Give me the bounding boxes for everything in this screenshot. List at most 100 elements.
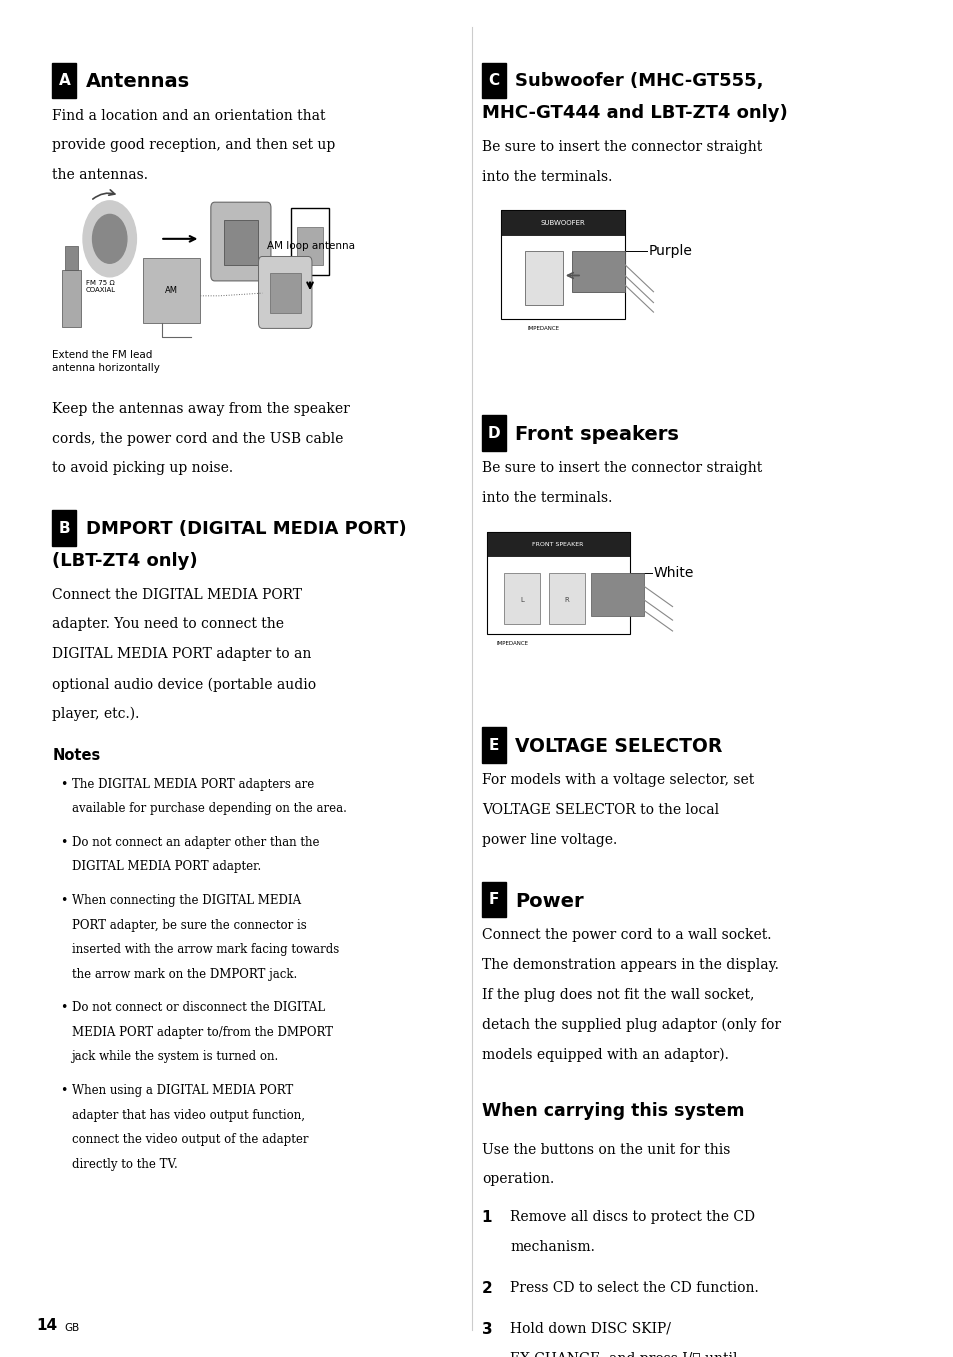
Text: 2: 2 <box>481 1281 492 1296</box>
Bar <box>591 573 643 616</box>
Text: Front speakers: Front speakers <box>515 425 679 444</box>
Bar <box>62 270 81 327</box>
Bar <box>481 727 505 763</box>
Bar <box>500 210 624 235</box>
Text: When using a DIGITAL MEDIA PORT: When using a DIGITAL MEDIA PORT <box>71 1084 293 1098</box>
Bar <box>524 251 562 305</box>
Bar <box>296 227 323 265</box>
Text: provide good reception, and then set up: provide good reception, and then set up <box>52 138 335 152</box>
Text: inserted with the arrow mark facing towards: inserted with the arrow mark facing towa… <box>71 943 338 957</box>
Text: White: White <box>653 566 693 579</box>
Text: Subwoofer (MHC-GT555,: Subwoofer (MHC-GT555, <box>515 72 762 90</box>
Text: Antennas: Antennas <box>86 72 190 91</box>
Text: A: A <box>58 73 71 88</box>
Bar <box>503 573 539 624</box>
Text: mechanism.: mechanism. <box>510 1240 595 1254</box>
Text: cords, the power cord and the USB cable: cords, the power cord and the USB cable <box>52 432 343 445</box>
FancyBboxPatch shape <box>258 256 312 328</box>
Text: Power: Power <box>515 892 583 911</box>
Text: Do not connect or disconnect the DIGITAL: Do not connect or disconnect the DIGITAL <box>71 1001 324 1015</box>
Bar <box>548 573 584 624</box>
Text: AM loop antenna: AM loop antenna <box>267 242 355 251</box>
Text: F: F <box>488 893 498 908</box>
Text: The demonstration appears in the display.: The demonstration appears in the display… <box>481 958 778 972</box>
Bar <box>481 882 505 917</box>
Text: VOLTAGE SELECTOR: VOLTAGE SELECTOR <box>515 737 721 756</box>
Text: directly to the TV.: directly to the TV. <box>71 1158 177 1171</box>
FancyBboxPatch shape <box>211 202 271 281</box>
Bar <box>481 415 505 451</box>
Text: Press CD to select the CD function.: Press CD to select the CD function. <box>510 1281 759 1295</box>
Text: Connect the power cord to a wall socket.: Connect the power cord to a wall socket. <box>481 928 770 942</box>
Bar <box>572 251 624 292</box>
Text: •: • <box>60 836 68 849</box>
Text: DMPORT (DIGITAL MEDIA PORT): DMPORT (DIGITAL MEDIA PORT) <box>86 520 406 537</box>
Text: player, etc.).: player, etc.). <box>52 707 140 722</box>
Text: Remove all discs to protect the CD: Remove all discs to protect the CD <box>510 1210 755 1224</box>
Text: If the plug does not fit the wall socket,: If the plug does not fit the wall socket… <box>481 988 754 1001</box>
Text: the arrow mark on the DMPORT jack.: the arrow mark on the DMPORT jack. <box>71 968 296 981</box>
Text: Hold down DISC SKIP/: Hold down DISC SKIP/ <box>510 1322 671 1335</box>
Bar <box>52 62 76 98</box>
Text: E: E <box>488 738 498 753</box>
Text: IMPEDANCE: IMPEDANCE <box>496 641 528 646</box>
Text: When connecting the DIGITAL MEDIA: When connecting the DIGITAL MEDIA <box>71 894 300 908</box>
Text: DIGITAL MEDIA PORT adapter to an: DIGITAL MEDIA PORT adapter to an <box>52 647 312 661</box>
Text: B: B <box>58 521 71 536</box>
Text: SUBWOOFER: SUBWOOFER <box>540 220 584 225</box>
Text: FRONT SPEAKER: FRONT SPEAKER <box>532 541 583 547</box>
Text: PORT adapter, be sure the connector is: PORT adapter, be sure the connector is <box>71 919 306 932</box>
Text: power line voltage.: power line voltage. <box>481 833 617 847</box>
Text: •: • <box>60 1001 68 1015</box>
Text: •: • <box>60 778 68 791</box>
Text: available for purchase depending on the area.: available for purchase depending on the … <box>71 802 346 816</box>
Text: models equipped with an adaptor).: models equipped with an adaptor). <box>481 1048 728 1063</box>
Text: For models with a voltage selector, set: For models with a voltage selector, set <box>481 773 753 787</box>
Text: into the terminals.: into the terminals. <box>481 491 612 505</box>
Text: optional audio device (portable audio: optional audio device (portable audio <box>52 677 316 692</box>
Text: When carrying this system: When carrying this system <box>481 1102 743 1120</box>
Text: adapter. You need to connect the: adapter. You need to connect the <box>52 617 284 631</box>
Text: into the terminals.: into the terminals. <box>481 170 612 183</box>
Bar <box>486 532 629 556</box>
Bar <box>481 62 505 98</box>
Text: connect the video output of the adapter: connect the video output of the adapter <box>71 1133 308 1147</box>
Text: Keep the antennas away from the speaker: Keep the antennas away from the speaker <box>52 402 350 415</box>
Text: Find a location and an orientation that: Find a location and an orientation that <box>52 109 326 122</box>
Text: IMPEDANCE: IMPEDANCE <box>527 326 559 331</box>
Bar <box>52 510 76 546</box>
Bar <box>486 532 629 634</box>
Text: Notes: Notes <box>52 748 101 763</box>
Text: D: D <box>487 426 499 441</box>
Text: Be sure to insert the connector straight: Be sure to insert the connector straight <box>481 140 761 153</box>
Text: L: L <box>519 597 523 603</box>
Circle shape <box>83 201 136 277</box>
Text: Use the buttons on the unit for this: Use the buttons on the unit for this <box>481 1143 729 1156</box>
Text: GB: GB <box>65 1323 80 1333</box>
Text: 1: 1 <box>481 1210 492 1225</box>
Text: MEDIA PORT adapter to/from the DMPORT: MEDIA PORT adapter to/from the DMPORT <box>71 1026 333 1039</box>
Text: Extend the FM lead
antenna horizontally: Extend the FM lead antenna horizontally <box>52 350 160 373</box>
Text: Be sure to insert the connector straight: Be sure to insert the connector straight <box>481 461 761 475</box>
Text: DIGITAL MEDIA PORT adapter.: DIGITAL MEDIA PORT adapter. <box>71 860 260 874</box>
Text: R: R <box>564 597 568 603</box>
Bar <box>224 220 257 265</box>
Text: jack while the system is turned on.: jack while the system is turned on. <box>71 1050 278 1064</box>
Bar <box>291 208 329 275</box>
Text: AM: AM <box>165 286 178 294</box>
Bar <box>270 273 300 313</box>
Text: C: C <box>488 73 498 88</box>
Text: Connect the DIGITAL MEDIA PORT: Connect the DIGITAL MEDIA PORT <box>52 588 302 601</box>
Text: VOLTAGE SELECTOR to the local: VOLTAGE SELECTOR to the local <box>481 803 719 817</box>
Text: 3: 3 <box>481 1322 492 1337</box>
Text: •: • <box>60 1084 68 1098</box>
Text: to avoid picking up noise.: to avoid picking up noise. <box>52 461 233 475</box>
Text: FM 75 Ω
COAXIAL: FM 75 Ω COAXIAL <box>86 280 116 293</box>
Bar <box>500 210 624 319</box>
Text: The DIGITAL MEDIA PORT adapters are: The DIGITAL MEDIA PORT adapters are <box>71 778 314 791</box>
Circle shape <box>92 214 127 263</box>
Text: •: • <box>60 894 68 908</box>
Text: the antennas.: the antennas. <box>52 168 149 182</box>
Text: Do not connect an adapter other than the: Do not connect an adapter other than the <box>71 836 318 849</box>
Text: adapter that has video output function,: adapter that has video output function, <box>71 1109 304 1122</box>
